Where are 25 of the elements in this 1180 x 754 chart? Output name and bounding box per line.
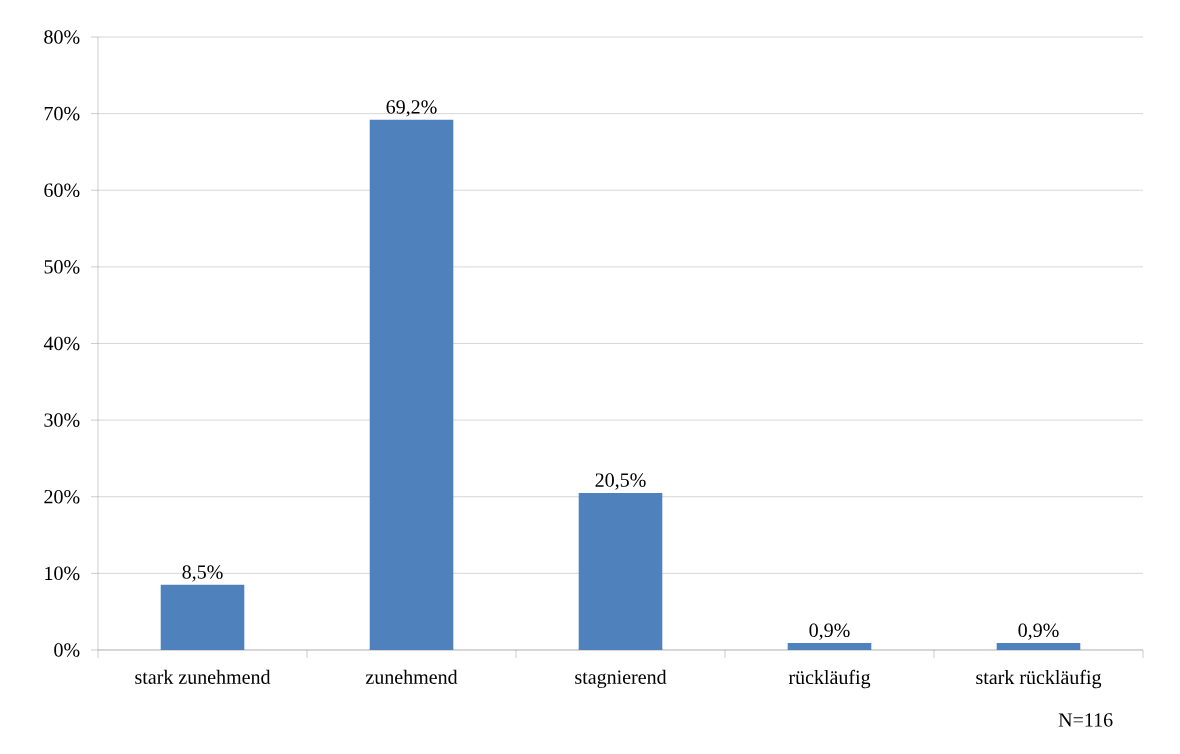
y-tick-label: 50% [44, 260, 80, 274]
bar [578, 492, 663, 650]
y-tick-label: 60% [44, 183, 80, 198]
data-label: 0,9% [809, 623, 850, 640]
text: N=116 [1058, 713, 1113, 727]
x-tick-label: zunehmend [365, 669, 458, 684]
data-label: 20,5% [595, 473, 646, 490]
bar [787, 643, 872, 650]
y-tick-label: 20% [44, 489, 80, 504]
bar [369, 119, 454, 650]
data-label: 8,5% [182, 565, 223, 582]
x-tick-label: rückläufig [788, 669, 871, 689]
y-tick-label: 80% [44, 30, 80, 44]
y-tick-label: 30% [44, 413, 80, 427]
x-tick-label: stagnierend [575, 669, 667, 689]
y-tick-label: 0% [54, 643, 80, 657]
x-tick-label: stark rückläufig [976, 669, 1102, 689]
data-label: 0,9% [1018, 623, 1059, 640]
bar [996, 643, 1081, 650]
y-tick-label: 40% [43, 336, 80, 351]
x-tick-label: stark zunehmend [135, 669, 271, 684]
data-label: 69,2% [386, 100, 437, 117]
bar [160, 584, 245, 650]
y-tick-label: 10% [45, 566, 80, 581]
y-tick-label: 70% [44, 106, 80, 121]
